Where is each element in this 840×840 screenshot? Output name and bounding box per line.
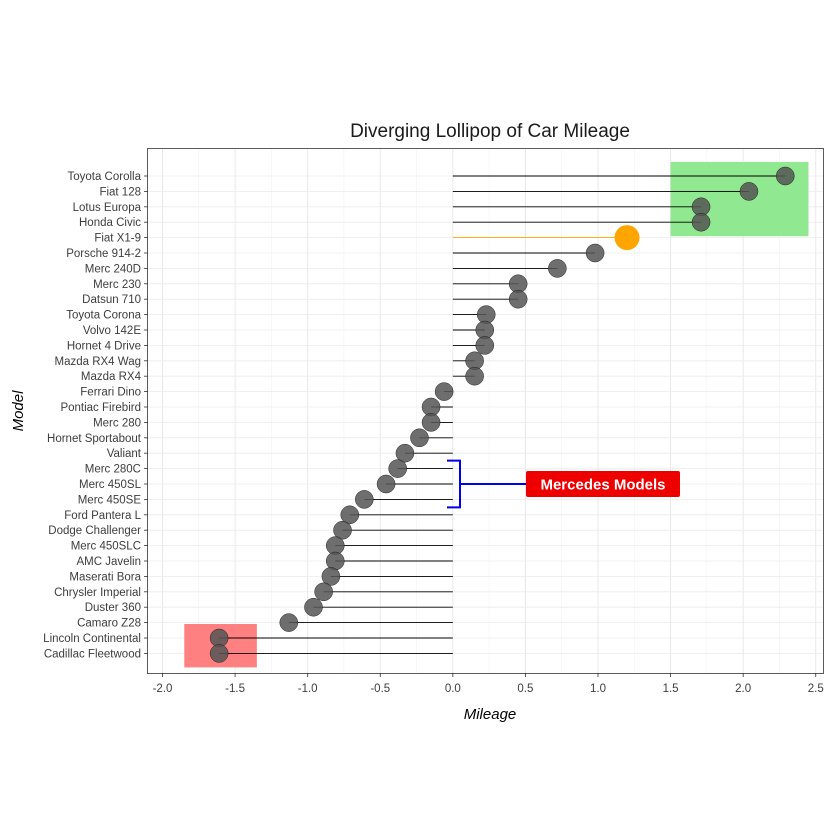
x-tick-label: 2.0 xyxy=(735,683,751,695)
point-highlight xyxy=(614,225,640,251)
annotation-box xyxy=(526,471,680,497)
x-tick-label: 0.0 xyxy=(445,683,461,695)
y-tick-label: Merc 450SL xyxy=(79,479,142,491)
x-tick-label: -2.0 xyxy=(153,683,173,695)
y-tick-label: Fiat X1-9 xyxy=(94,233,141,245)
point-19 xyxy=(388,459,407,478)
y-tick-label: Honda Civic xyxy=(79,217,141,229)
point-6 xyxy=(548,259,567,278)
point-29 xyxy=(279,613,299,632)
point-23 xyxy=(333,520,352,540)
point-25 xyxy=(326,551,345,571)
y-tick-label: Merc 450SLC xyxy=(71,541,141,553)
x-tick-labels: -2.0 -1.5 -1.0 -0.5 0.0 0.5 1.0 1.5 2.0 2.5 xyxy=(153,673,824,695)
y-tick-label: Merc 280C xyxy=(85,464,141,476)
y-tick-label: Ferrari Dino xyxy=(80,387,141,399)
point-22 xyxy=(340,505,360,525)
y-tick-label: Cadillac Fleetwood xyxy=(44,648,141,660)
annotation-label: Mercedes Models xyxy=(540,477,665,494)
point-1 xyxy=(739,182,759,201)
y-tick-label: Merc 230 xyxy=(93,279,141,291)
x-tick-label: 2.5 xyxy=(808,683,824,695)
y-tick-label: Datsun 710 xyxy=(82,294,141,306)
y-tick-label: Dodge Challenger xyxy=(48,525,141,537)
x-tick-label: 1.5 xyxy=(663,683,679,695)
point-3 xyxy=(691,212,711,232)
x-tick-label: -1.5 xyxy=(225,683,245,695)
point-14 xyxy=(434,382,454,401)
x-axis-title: Mileage xyxy=(464,706,517,723)
y-tick-label: Duster 360 xyxy=(85,602,141,614)
x-tick-label: 0.5 xyxy=(517,683,533,695)
point-0 xyxy=(776,166,795,186)
mercedes-annotation: Mercedes Models xyxy=(447,459,680,509)
y-tick-label: Hornet 4 Drive xyxy=(67,340,141,352)
point-13 xyxy=(465,366,484,386)
point-21 xyxy=(355,490,374,509)
lollipop-stems xyxy=(219,175,786,654)
y-tick-label: Camaro Z28 xyxy=(77,618,141,630)
y-tick-label: Lotus Europa xyxy=(73,202,142,214)
y-tick-label: Mazda RX4 Wag xyxy=(55,356,142,368)
point-18 xyxy=(395,443,415,463)
point-28 xyxy=(304,597,323,617)
point-11 xyxy=(475,336,495,355)
lollipop-points xyxy=(209,166,795,663)
y-tick-label: Volvo 142E xyxy=(83,325,142,337)
x-tick-label: 1.0 xyxy=(590,683,606,695)
y-tick-label: Chrysler Imperial xyxy=(54,587,141,599)
chart-title: Diverging Lollipop of Car Mileage xyxy=(350,121,630,142)
point-5 xyxy=(585,243,605,263)
point-20 xyxy=(376,474,396,494)
y-tick-label: Valiant xyxy=(107,448,142,460)
y-tick-label: Merc 240D xyxy=(85,263,141,275)
y-tick-label: Merc 280 xyxy=(93,417,141,429)
y-tick-label: Toyota Corona xyxy=(66,310,141,322)
point-27 xyxy=(314,582,333,602)
x-tick-label: -1.0 xyxy=(298,683,318,695)
y-tick-label: Fiat 128 xyxy=(99,186,141,198)
y-axis-title: Model xyxy=(10,390,27,432)
y-tick-label: Pontiac Firebird xyxy=(60,402,141,414)
y-tick-labels: Toyota Corolla Fiat 128 Lotus Europa Honda … xyxy=(43,171,148,660)
y-tick-label: Toyota Corolla xyxy=(67,171,141,183)
y-tick-label: Maserati Bora xyxy=(69,571,141,583)
point-31 xyxy=(209,644,229,663)
point-8 xyxy=(508,289,528,309)
y-tick-label: Hornet Sportabout xyxy=(47,433,142,445)
y-tick-label: Ford Pantera L xyxy=(64,510,141,522)
y-tick-label: AMC Javelin xyxy=(76,556,141,568)
point-26 xyxy=(321,567,341,586)
point-17 xyxy=(410,428,429,448)
y-tick-label: Merc 450SE xyxy=(78,494,142,506)
y-tick-label: Mazda RX4 xyxy=(81,371,142,383)
x-tick-label: -0.5 xyxy=(370,683,390,695)
y-tick-label: Porsche 914-2 xyxy=(66,248,141,260)
y-tick-label: Lincoln Continental xyxy=(43,633,141,645)
point-16 xyxy=(421,413,441,432)
plot-border xyxy=(147,148,824,674)
